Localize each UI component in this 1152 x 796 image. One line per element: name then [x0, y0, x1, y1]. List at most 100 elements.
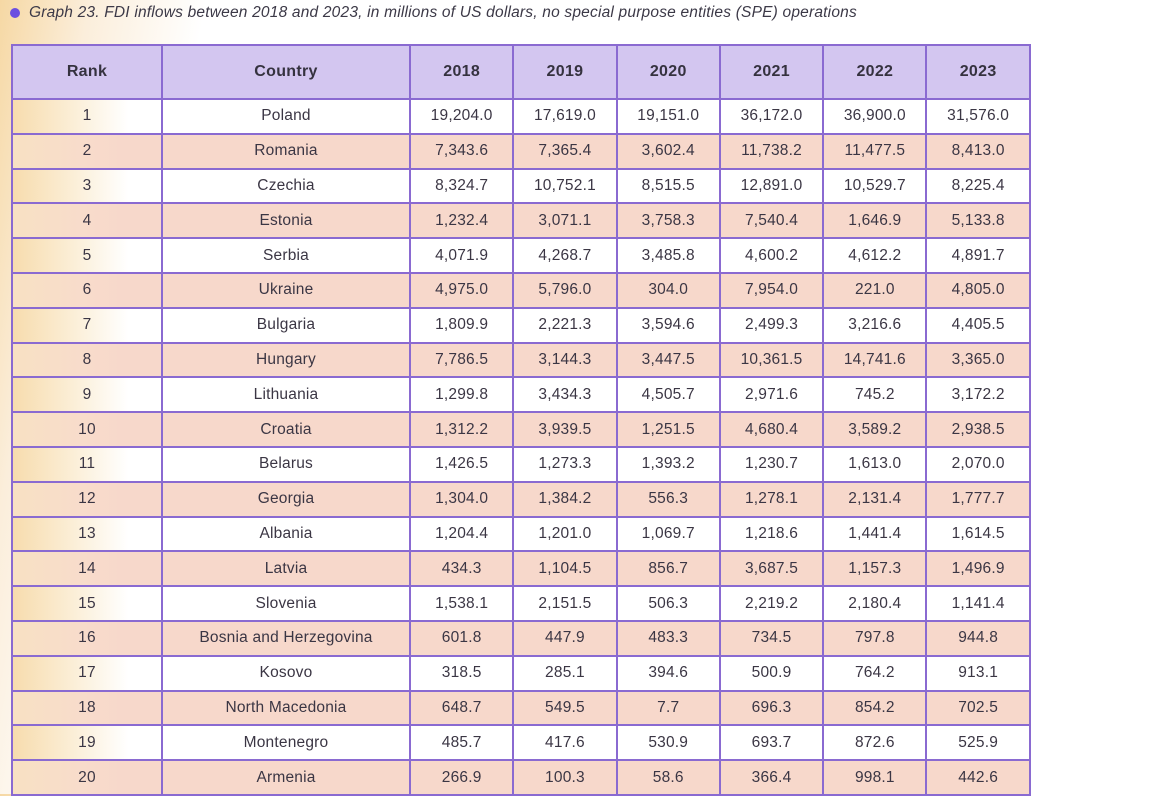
- rank-cell: 12: [11, 480, 163, 518]
- value-cell-2023: 3,172.2: [925, 376, 1031, 414]
- table-row: 14 Latvia 434.3 1,104.5 856.7 3,687.5 1,157.3 1…: [11, 550, 1031, 588]
- value-cell-2023: 31,576.0: [925, 98, 1031, 135]
- value-cell-2019: 3,434.3: [512, 376, 618, 414]
- value-cell-2019: 1,104.5: [512, 550, 618, 588]
- value-cell-2021: 1,278.1: [718, 480, 825, 518]
- value-cell-2021: 3,687.5: [718, 550, 825, 588]
- value-cell-2018: 434.3: [408, 550, 515, 588]
- value-cell-2020: 3,485.8: [615, 237, 721, 274]
- country-cell: Serbia: [161, 237, 411, 274]
- value-cell-2023: 2,070.0: [925, 445, 1031, 483]
- country-cell: Hungary: [161, 341, 411, 379]
- rank-cell: 6: [11, 271, 163, 309]
- value-cell-2023: 4,891.7: [925, 237, 1031, 274]
- value-cell-2023: 944.8: [925, 619, 1031, 657]
- value-cell-2020: 19,151.0: [615, 98, 721, 135]
- table-row: 19 Montenegro 485.7 417.6 530.9 693.7 872.6 525…: [11, 724, 1031, 762]
- rank-cell: 5: [11, 237, 163, 274]
- value-cell-2020: 530.9: [615, 724, 721, 762]
- value-cell-2019: 3,939.5: [512, 411, 618, 448]
- value-cell-2023: 5,133.8: [925, 202, 1031, 240]
- rank-cell: 10: [11, 411, 163, 448]
- value-cell-2022: 11,477.5: [822, 132, 928, 170]
- value-cell-2023: 1,141.4: [925, 585, 1031, 622]
- value-cell-2018: 1,312.2: [408, 411, 515, 448]
- value-cell-2018: 1,304.0: [408, 480, 515, 518]
- value-cell-2019: 417.6: [512, 724, 618, 762]
- value-cell-2022: 36,900.0: [822, 98, 928, 135]
- country-cell: Latvia: [161, 550, 411, 588]
- value-cell-2022: 1,441.4: [822, 515, 928, 553]
- value-cell-2022: 2,131.4: [822, 480, 928, 518]
- value-cell-2018: 485.7: [408, 724, 515, 762]
- value-cell-2020: 483.3: [615, 619, 721, 657]
- value-cell-2023: 4,805.0: [925, 271, 1031, 309]
- value-cell-2020: 3,602.4: [615, 132, 721, 170]
- table-row: 15 Slovenia 1,538.1 2,151.5 506.3 2,219.2 2,18…: [11, 585, 1031, 622]
- value-cell-2020: 58.6: [615, 759, 721, 796]
- value-cell-2019: 3,071.1: [512, 202, 618, 240]
- value-cell-2021: 10,361.5: [718, 341, 825, 379]
- value-cell-2018: 601.8: [408, 619, 515, 657]
- value-cell-2019: 447.9: [512, 619, 618, 657]
- country-cell: Montenegro: [161, 724, 411, 762]
- value-cell-2018: 4,975.0: [408, 271, 515, 309]
- value-cell-2020: 3,447.5: [615, 341, 721, 379]
- value-cell-2023: 8,225.4: [925, 167, 1031, 205]
- value-cell-2018: 1,538.1: [408, 585, 515, 622]
- table-body: 1 Poland 19,204.0 17,619.0 19,151.0 36,172.0 3…: [11, 98, 1031, 796]
- table-row: 4 Estonia 1,232.4 3,071.1 3,758.3 7,540.4 1,64…: [11, 202, 1031, 240]
- table-row: 7 Bulgaria 1,809.9 2,221.3 3,594.6 2,499.3 3,2…: [11, 306, 1031, 344]
- value-cell-2022: 14,741.6: [822, 341, 928, 379]
- country-cell: Lithuania: [161, 376, 411, 414]
- value-cell-2022: 745.2: [822, 376, 928, 414]
- rank-cell: 1: [11, 98, 163, 135]
- value-cell-2022: 3,589.2: [822, 411, 928, 448]
- value-cell-2020: 3,594.6: [615, 306, 721, 344]
- value-cell-2020: 4,505.7: [615, 376, 721, 414]
- country-cell: Slovenia: [161, 585, 411, 622]
- value-cell-2023: 525.9: [925, 724, 1031, 762]
- value-cell-2020: 1,069.7: [615, 515, 721, 553]
- country-cell: Czechia: [161, 167, 411, 205]
- rank-cell: 7: [11, 306, 163, 344]
- value-cell-2023: 3,365.0: [925, 341, 1031, 379]
- rank-cell: 15: [11, 585, 163, 622]
- value-cell-2020: 394.6: [615, 654, 721, 692]
- value-cell-2022: 4,612.2: [822, 237, 928, 274]
- rank-cell: 20: [11, 759, 163, 796]
- column-header-2018: 2018: [408, 44, 515, 100]
- value-cell-2022: 872.6: [822, 724, 928, 762]
- value-cell-2020: 1,251.5: [615, 411, 721, 448]
- country-cell: Kosovo: [161, 654, 411, 692]
- table-row: 3 Czechia 8,324.7 10,752.1 8,515.5 12,891.0 10…: [11, 167, 1031, 205]
- rank-cell: 9: [11, 376, 163, 414]
- table-row: 9 Lithuania 1,299.8 3,434.3 4,505.7 2,971.6 74…: [11, 376, 1031, 414]
- table-row: 16 Bosnia and Herzegovina 601.8 447.9 483.3 7…: [11, 619, 1031, 657]
- rank-cell: 4: [11, 202, 163, 240]
- rank-cell: 19: [11, 724, 163, 762]
- value-cell-2019: 7,365.4: [512, 132, 618, 170]
- country-cell: Romania: [161, 132, 411, 170]
- value-cell-2018: 7,786.5: [408, 341, 515, 379]
- value-cell-2019: 100.3: [512, 759, 618, 796]
- value-cell-2023: 702.5: [925, 689, 1031, 727]
- value-cell-2018: 8,324.7: [408, 167, 515, 205]
- value-cell-2019: 2,221.3: [512, 306, 618, 344]
- rank-cell: 14: [11, 550, 163, 588]
- column-header-2021: 2021: [718, 44, 825, 100]
- value-cell-2020: 8,515.5: [615, 167, 721, 205]
- value-cell-2022: 221.0: [822, 271, 928, 309]
- table-row: 18 North Macedonia 648.7 549.5 7.7 696.3 854.2…: [11, 689, 1031, 727]
- value-cell-2018: 1,426.5: [408, 445, 515, 483]
- column-header-2023: 2023: [925, 44, 1031, 100]
- value-cell-2023: 1,496.9: [925, 550, 1031, 588]
- value-cell-2021: 2,971.6: [718, 376, 825, 414]
- value-cell-2019: 5,796.0: [512, 271, 618, 309]
- value-cell-2022: 998.1: [822, 759, 928, 796]
- value-cell-2021: 4,600.2: [718, 237, 825, 274]
- value-cell-2019: 549.5: [512, 689, 618, 727]
- value-cell-2020: 304.0: [615, 271, 721, 309]
- table-row: 6 Ukraine 4,975.0 5,796.0 304.0 7,954.0 221.0 4…: [11, 271, 1031, 309]
- value-cell-2023: 2,938.5: [925, 411, 1031, 448]
